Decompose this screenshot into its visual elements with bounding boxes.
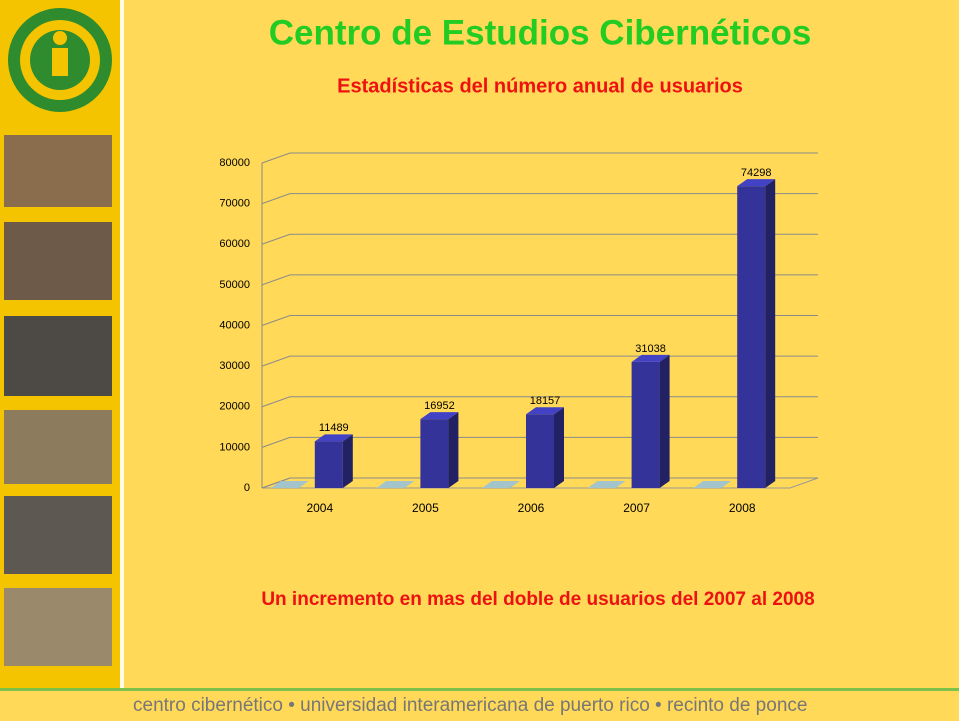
chart-title: Estadísticas del número anual de usuario… (337, 75, 743, 97)
data-label: 16952 (424, 400, 455, 412)
y-tick-label: 20000 (219, 401, 250, 413)
annotation: Un incremento en mas del doble de usuari… (261, 589, 814, 610)
x-tick-label: 2004 (306, 501, 333, 515)
data-label: 74298 (741, 167, 772, 179)
bar-side (343, 434, 353, 488)
slide-title: Centro de Estudios Cibernéticos (269, 13, 812, 52)
bar-front (315, 441, 343, 488)
bar-front (526, 414, 554, 488)
bar-front (737, 186, 765, 488)
data-label: 11489 (319, 422, 349, 434)
data-label: 18157 (530, 395, 561, 407)
x-tick-label: 2008 (729, 501, 756, 515)
y-tick-label: 30000 (219, 360, 250, 372)
y-tick-label: 10000 (219, 441, 250, 453)
bar-side (554, 407, 564, 488)
y-tick-label: 50000 (219, 279, 250, 291)
bar-side (448, 412, 458, 488)
footer-rule (0, 688, 959, 691)
background (0, 0, 959, 721)
data-label: 31038 (635, 343, 666, 355)
bar-front (420, 419, 448, 488)
footer-text: centro cibernético • universidad interam… (133, 695, 807, 716)
y-tick-label: 60000 (219, 238, 250, 250)
slide: Centro de Estudios Cibernéticos Estadíst… (0, 0, 959, 721)
bar-front (632, 362, 660, 488)
bar-side (765, 179, 775, 488)
x-tick-label: 2007 (623, 501, 650, 515)
logo (8, 8, 112, 112)
x-tick-label: 2005 (412, 501, 439, 515)
sidebar-divider (120, 0, 124, 690)
y-tick-label: 0 (244, 482, 250, 494)
y-tick-label: 70000 (219, 198, 250, 210)
bar-side (660, 355, 670, 488)
y-tick-label: 40000 (219, 319, 250, 331)
x-tick-label: 2006 (518, 501, 545, 515)
y-tick-label: 80000 (219, 157, 250, 169)
